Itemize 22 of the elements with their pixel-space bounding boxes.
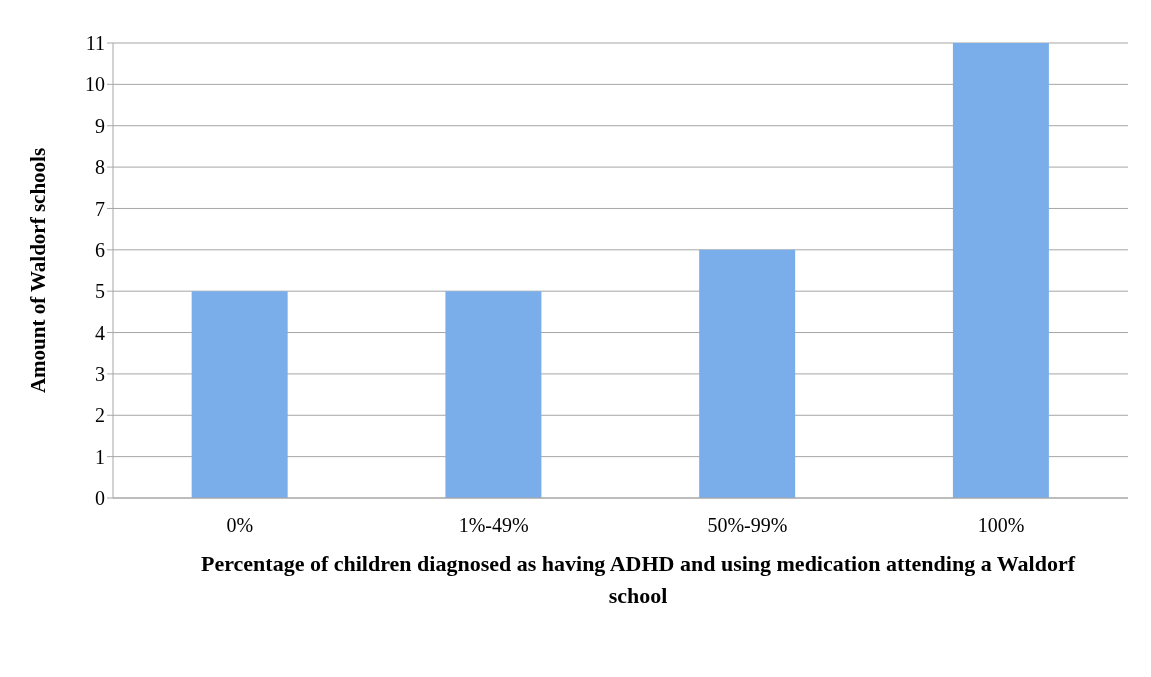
- y-axis-title: Amount of Waldorf schools: [26, 147, 51, 394]
- x-tick-label: 1%-49%: [458, 514, 529, 537]
- x-tick-label: 100%: [977, 514, 1025, 537]
- y-tick-label: 4: [95, 321, 105, 344]
- y-tick-label: 9: [95, 114, 105, 137]
- bar: [699, 249, 796, 498]
- bar: [445, 291, 542, 498]
- y-tick-label: 3: [95, 363, 105, 386]
- y-tick-label: 6: [95, 238, 105, 261]
- bar: [952, 43, 1049, 498]
- y-tick-label: 5: [95, 280, 105, 303]
- y-tick-label: 8: [95, 156, 105, 179]
- x-tick-label: 0%: [226, 514, 254, 537]
- bar: [191, 291, 288, 498]
- y-tick-label: 0: [95, 487, 105, 510]
- y-tick-label: 7: [95, 197, 105, 220]
- x-tick-label: 50%-99%: [707, 514, 788, 537]
- y-tick-label: 11: [85, 32, 105, 55]
- x-axis-title: Percentage of children diagnosed as having ADHD and using medication attending a Waldorf school: [200, 550, 1077, 610]
- y-tick-label: 10: [85, 73, 105, 96]
- y-tick-label: 1: [95, 445, 105, 468]
- y-tick-label: 2: [95, 404, 105, 427]
